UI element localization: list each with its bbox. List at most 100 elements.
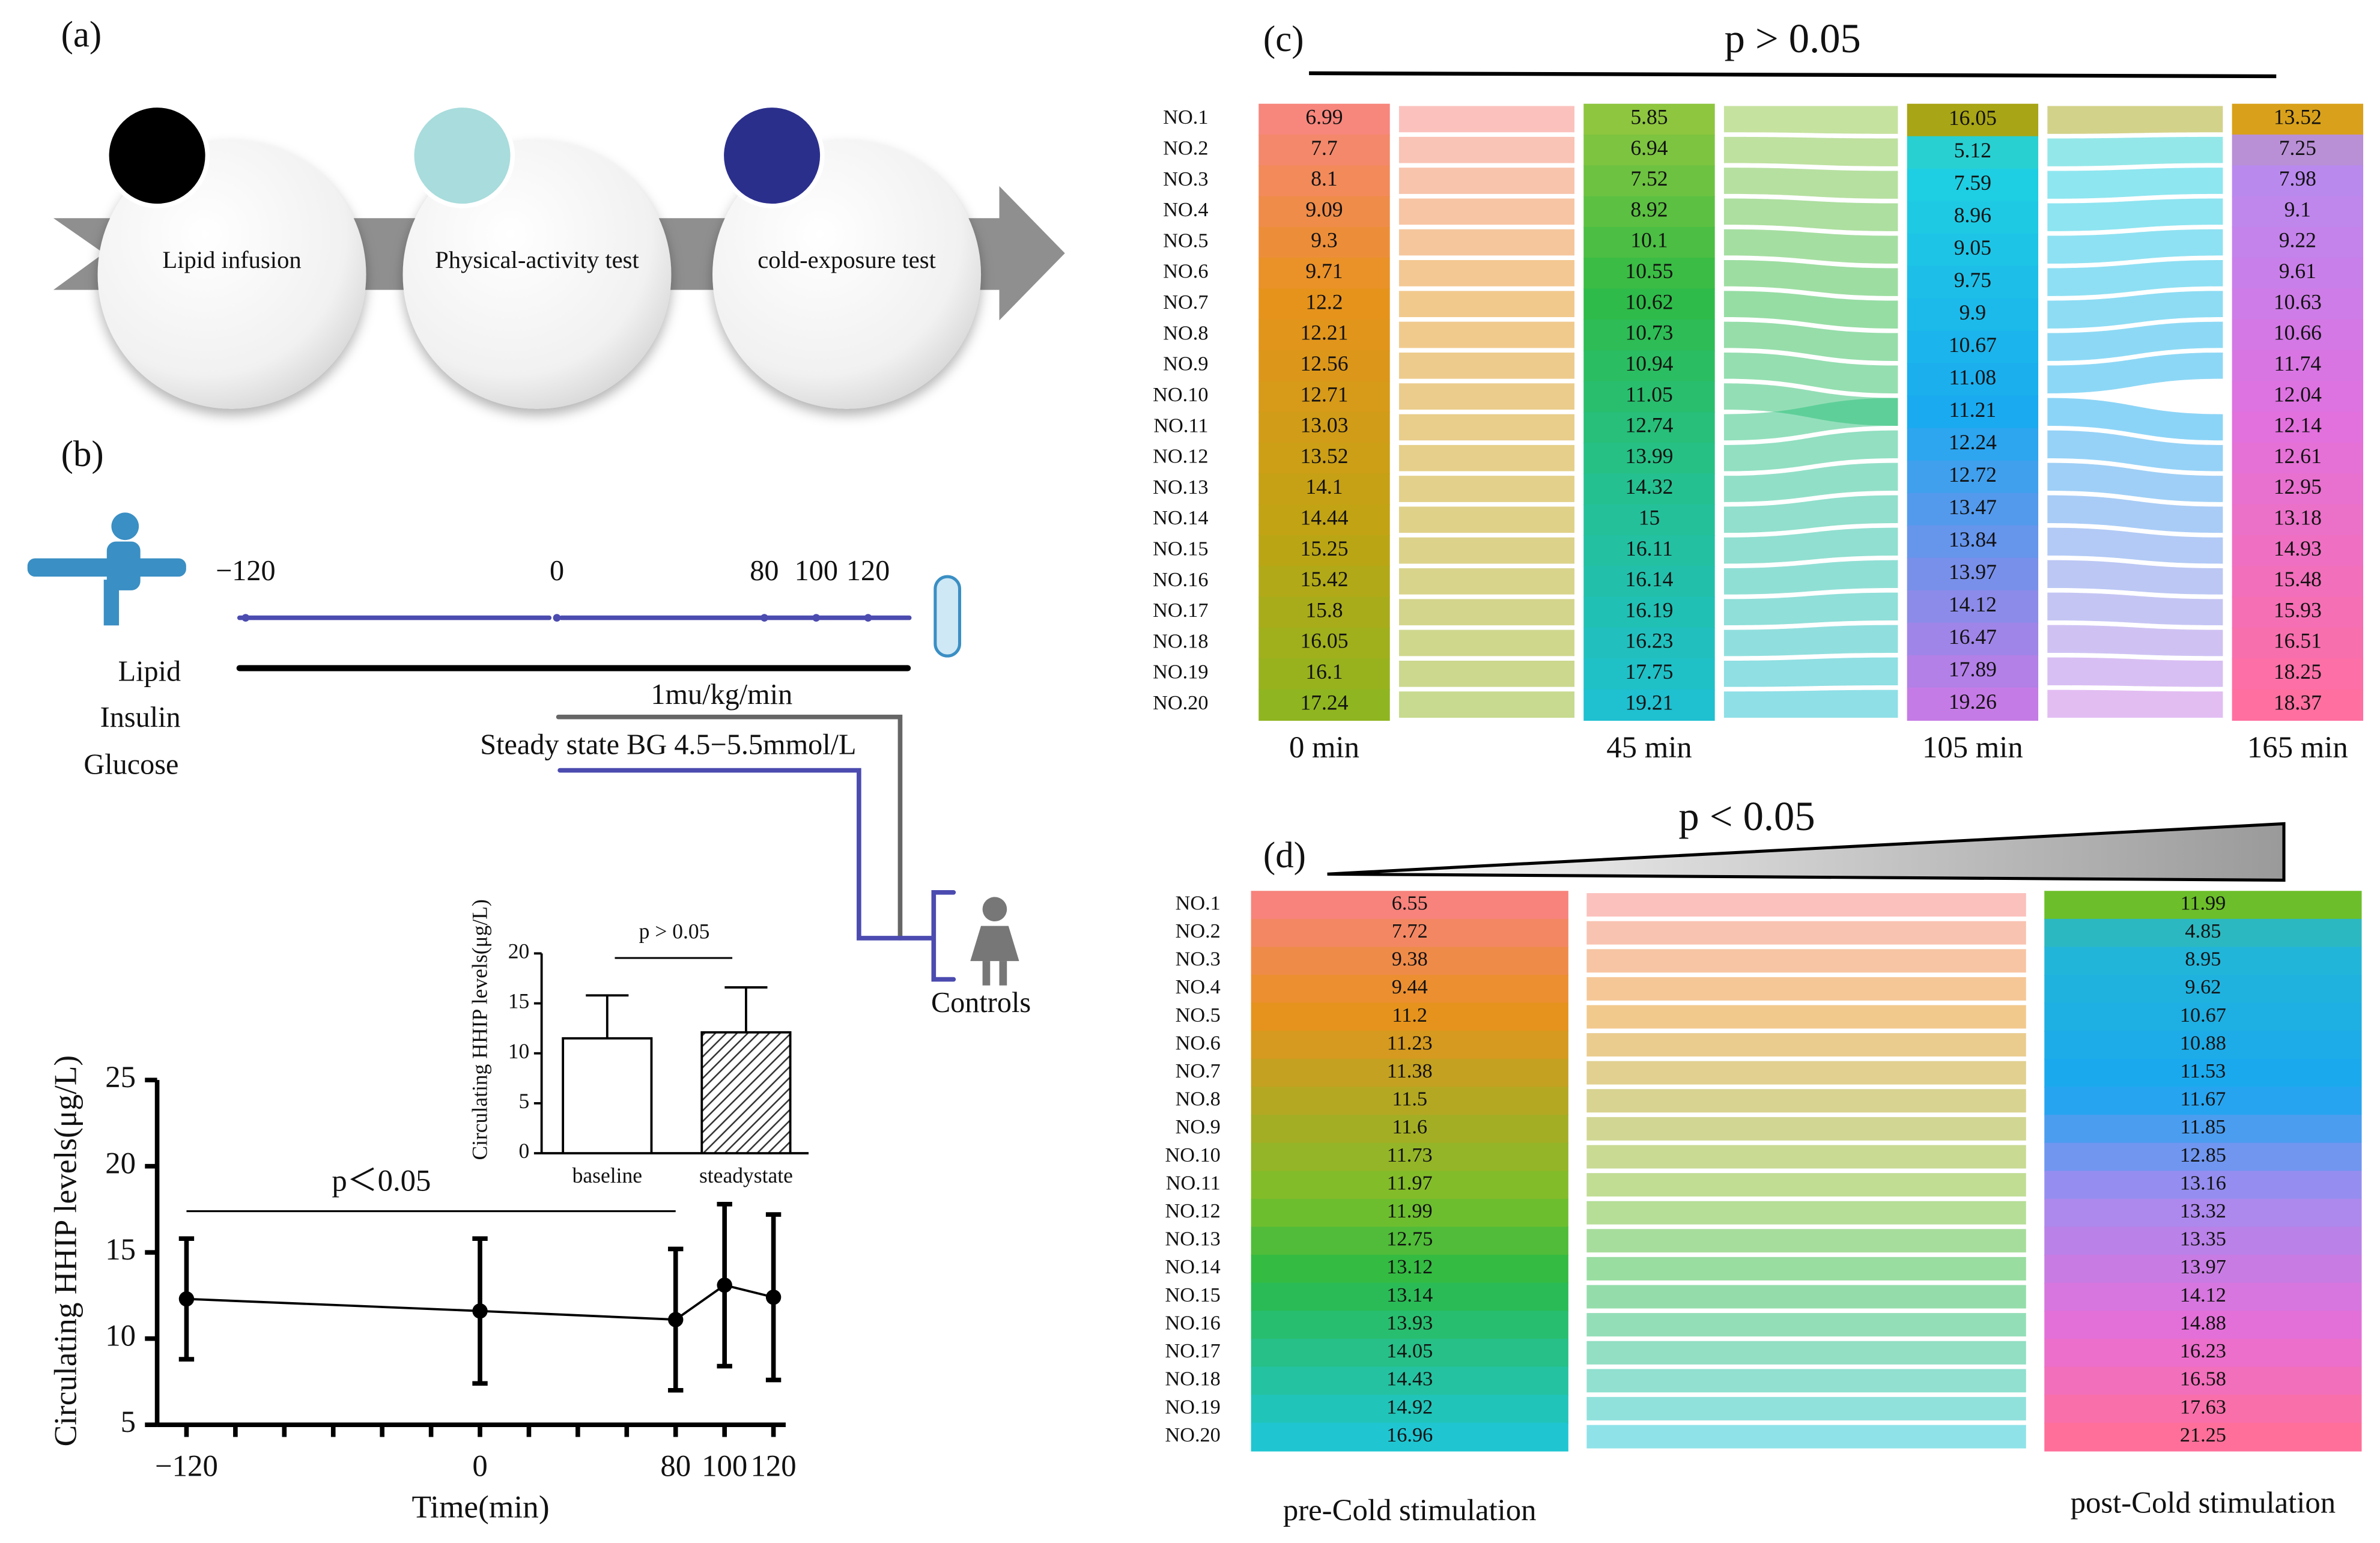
cell bbox=[2044, 1115, 2362, 1144]
cell bbox=[2232, 658, 2364, 690]
annotation: p＜0.05 bbox=[332, 1164, 431, 1198]
row-label: NO.5 bbox=[1176, 1004, 1221, 1026]
cell bbox=[2044, 1031, 2362, 1060]
cell-value: 9.75 bbox=[1954, 268, 1991, 292]
cell bbox=[1258, 566, 1390, 598]
row-label: NO.10 bbox=[1153, 383, 1208, 406]
cell bbox=[2044, 1087, 2362, 1116]
cell-value: 13.84 bbox=[1949, 527, 1997, 551]
cell bbox=[1258, 258, 1390, 290]
y-tick-label: 5 bbox=[121, 1405, 136, 1438]
row-label: NO.7 bbox=[1176, 1059, 1221, 1082]
cell bbox=[1907, 330, 2039, 365]
cell bbox=[1258, 658, 1390, 690]
ribbon bbox=[1398, 691, 1575, 718]
row-label: NO.18 bbox=[1165, 1368, 1220, 1390]
cell-value: 16.11 bbox=[1626, 536, 1673, 560]
cell-value: 10.94 bbox=[1625, 351, 1673, 375]
cell bbox=[2044, 891, 2362, 920]
cell-value: 11.2 bbox=[1392, 1004, 1427, 1026]
cell bbox=[1251, 1171, 1568, 1200]
cell-value: 16.47 bbox=[1949, 625, 1997, 649]
cell bbox=[2232, 627, 2364, 659]
row-label: NO.15 bbox=[1165, 1284, 1220, 1306]
row-label: NO.14 bbox=[1165, 1255, 1220, 1278]
cell-value: 9.38 bbox=[1392, 948, 1428, 971]
cell bbox=[2044, 1142, 2362, 1172]
y-tick-label: 10 bbox=[508, 1039, 530, 1063]
cell-value: 14.88 bbox=[2180, 1311, 2226, 1334]
cell-value: 12.95 bbox=[2274, 474, 2322, 499]
ribbon bbox=[1723, 321, 1898, 361]
cell bbox=[1251, 1198, 1568, 1228]
cell-value: 13.47 bbox=[1949, 495, 1997, 519]
glucose-line bbox=[557, 768, 937, 941]
point bbox=[668, 1312, 684, 1327]
cell-value: 14.05 bbox=[1386, 1339, 1433, 1362]
row-label: NO.1 bbox=[1176, 891, 1221, 914]
cell-value: 16.1 bbox=[1305, 659, 1343, 684]
cell-value: 13.97 bbox=[2180, 1255, 2226, 1278]
cell bbox=[2232, 566, 2364, 598]
cell-value: 13.16 bbox=[2180, 1171, 2226, 1194]
ribbon bbox=[1586, 1173, 2026, 1197]
cell bbox=[2044, 1198, 2362, 1228]
row-label: NO.15 bbox=[1153, 537, 1208, 560]
cell bbox=[2044, 1002, 2362, 1032]
column-label: pre-Cold stimulation bbox=[1283, 1493, 1537, 1527]
row-label: NO.3 bbox=[1163, 168, 1208, 190]
cell bbox=[1583, 504, 1715, 536]
ribbon bbox=[1398, 568, 1575, 595]
ribbon bbox=[2047, 229, 2223, 264]
cell-value: 16.51 bbox=[2274, 629, 2322, 653]
cell-value: 11.99 bbox=[1387, 1199, 1433, 1222]
cell-value: 16.23 bbox=[1625, 629, 1673, 653]
row-label: NO.8 bbox=[1163, 321, 1208, 344]
ribbon bbox=[1723, 657, 1898, 687]
step-label: Lipid infusion bbox=[162, 246, 301, 273]
panel-label: (a) bbox=[61, 15, 102, 55]
cell-value: 12.04 bbox=[2274, 382, 2322, 406]
ribbon bbox=[1398, 383, 1575, 410]
y-tick-label: 25 bbox=[105, 1060, 136, 1094]
row-label: NO.16 bbox=[1165, 1311, 1220, 1334]
cell-value: 5.12 bbox=[1954, 138, 1991, 162]
cell bbox=[1907, 525, 2039, 559]
cell bbox=[1251, 1338, 1568, 1368]
cell-value: 15.48 bbox=[2274, 567, 2322, 591]
cell-value: 18.25 bbox=[2274, 659, 2322, 684]
ribbon bbox=[2047, 495, 2223, 533]
cell bbox=[2044, 1366, 2362, 1396]
cell-value: 14.44 bbox=[1301, 505, 1349, 529]
ribbon bbox=[2047, 168, 2223, 199]
ribbon bbox=[1723, 430, 1898, 471]
cell-value: 18.37 bbox=[2274, 690, 2322, 714]
cell-value: 4.85 bbox=[2185, 920, 2221, 942]
row-label: NO.20 bbox=[1153, 691, 1208, 714]
cell-value: 12.21 bbox=[1301, 321, 1349, 345]
row-label: Insulin bbox=[100, 702, 181, 733]
cell bbox=[1907, 136, 2039, 170]
y-tick-label: 15 bbox=[508, 989, 530, 1013]
cell bbox=[1258, 165, 1390, 197]
ribbon bbox=[1398, 352, 1575, 379]
row-label: NO.6 bbox=[1163, 260, 1208, 283]
cell bbox=[1258, 319, 1390, 351]
cell bbox=[1251, 1311, 1568, 1340]
cell bbox=[2232, 535, 2364, 567]
row-label: NO.14 bbox=[1153, 506, 1208, 529]
cell-value: 7.52 bbox=[1630, 166, 1668, 190]
step-icon bbox=[409, 103, 515, 208]
cell-value: 14.92 bbox=[1386, 1395, 1433, 1418]
row-label: NO.13 bbox=[1165, 1228, 1220, 1250]
cell-value: 10.73 bbox=[1625, 321, 1673, 345]
row-label: NO.4 bbox=[1176, 975, 1221, 998]
ribbon bbox=[1586, 1341, 2026, 1365]
cell-value: 12.85 bbox=[2180, 1144, 2226, 1166]
cell-value: 13.52 bbox=[2274, 105, 2322, 129]
bar bbox=[700, 1031, 792, 1154]
cell bbox=[1251, 1115, 1568, 1144]
cell-value: 6.99 bbox=[1305, 105, 1343, 129]
ribbon bbox=[1586, 1061, 2026, 1085]
